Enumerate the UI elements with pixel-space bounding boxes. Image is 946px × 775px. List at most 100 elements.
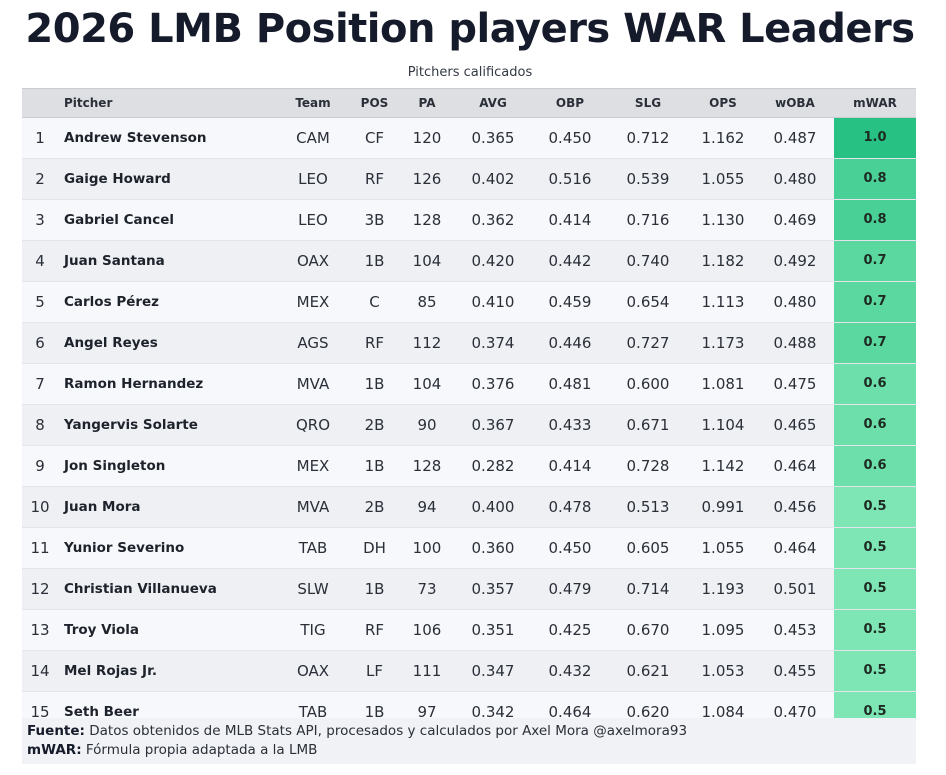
header-slg: SLG bbox=[634, 96, 662, 110]
team-cell: AGS bbox=[297, 334, 329, 352]
position-cell: 2B bbox=[364, 498, 385, 516]
player-name-cell: Mel Rojas Jr. bbox=[64, 663, 157, 679]
slg-cell: 0.621 bbox=[626, 662, 670, 680]
slg-cell: 0.714 bbox=[626, 580, 670, 598]
obp-cell: 0.516 bbox=[548, 170, 592, 188]
team-cell: QRO bbox=[295, 416, 331, 434]
pa-cell: 104 bbox=[412, 375, 442, 393]
pa-cell: 94 bbox=[417, 498, 437, 516]
mwar-cell: 0.6 bbox=[834, 405, 916, 445]
pa-cell: 85 bbox=[417, 293, 437, 311]
woba-cell: 0.464 bbox=[773, 457, 817, 475]
ops-cell: 1.104 bbox=[701, 416, 745, 434]
pa-cell: 126 bbox=[412, 170, 442, 188]
player-name-cell: Carlos Pérez bbox=[64, 294, 160, 310]
pa-cell: 112 bbox=[412, 334, 442, 352]
table-row: 4 Juan Santana OAX 1B 104 0.420 0.442 0.740 1.18… bbox=[22, 241, 916, 282]
mwar-cell: 0.5 bbox=[834, 569, 916, 609]
ops-cell: 1.193 bbox=[701, 580, 745, 598]
position-cell: 1B bbox=[364, 580, 385, 598]
woba-cell: 0.487 bbox=[773, 129, 817, 147]
pa-cell: 73 bbox=[417, 580, 437, 598]
header-team: Team bbox=[295, 96, 331, 110]
position-cell: 1B bbox=[364, 703, 385, 721]
ops-cell: 1.162 bbox=[701, 129, 745, 147]
avg-cell: 0.376 bbox=[471, 375, 515, 393]
table-row: 1 Andrew Stevenson CAM CF 120 0.365 0.450 0.712… bbox=[22, 118, 916, 159]
pa-cell: 97 bbox=[417, 703, 437, 721]
pa-cell: 128 bbox=[412, 457, 442, 475]
rank-cell: 9 bbox=[35, 457, 45, 475]
rank-cell: 4 bbox=[35, 252, 45, 270]
ops-cell: 1.053 bbox=[701, 662, 745, 680]
slg-cell: 0.600 bbox=[626, 375, 670, 393]
position-cell: RF bbox=[364, 334, 385, 352]
ops-cell: 1.113 bbox=[701, 293, 745, 311]
obp-cell: 0.414 bbox=[548, 457, 592, 475]
player-name-cell: Gabriel Cancel bbox=[64, 212, 175, 228]
rank-cell: 10 bbox=[30, 498, 50, 516]
header-mwar: mWAR bbox=[853, 96, 897, 110]
mwar-cell: 0.7 bbox=[834, 323, 916, 363]
woba-cell: 0.456 bbox=[773, 498, 817, 516]
mwar-cell: 0.5 bbox=[834, 610, 916, 650]
mwar-cell: 0.6 bbox=[834, 364, 916, 404]
obp-cell: 0.433 bbox=[548, 416, 592, 434]
table-row: 14 Mel Rojas Jr. OAX LF 111 0.347 0.432 0.621 1.… bbox=[22, 651, 916, 692]
rank-cell: 5 bbox=[35, 293, 45, 311]
woba-cell: 0.475 bbox=[773, 375, 817, 393]
rank-cell: 6 bbox=[35, 334, 45, 352]
header-obp: OBP bbox=[555, 96, 585, 110]
pa-cell: 106 bbox=[412, 621, 442, 639]
position-cell: 1B bbox=[364, 375, 385, 393]
mwar-cell: 0.5 bbox=[834, 487, 916, 527]
avg-cell: 0.367 bbox=[471, 416, 515, 434]
header-ops: OPS bbox=[709, 96, 737, 110]
woba-cell: 0.465 bbox=[773, 416, 817, 434]
mwar-cell: 0.7 bbox=[834, 241, 916, 281]
obp-cell: 0.414 bbox=[548, 211, 592, 229]
mwar-cell: 0.8 bbox=[834, 159, 916, 199]
team-cell: TAB bbox=[298, 703, 328, 721]
obp-cell: 0.481 bbox=[548, 375, 592, 393]
header-pitcher: Pitcher bbox=[64, 96, 113, 110]
table-row: 8 Yangervis Solarte QRO 2B 90 0.367 0.433 0.671… bbox=[22, 405, 916, 446]
woba-cell: 0.469 bbox=[773, 211, 817, 229]
mwar-cell: 0.7 bbox=[834, 282, 916, 322]
rank-cell: 1 bbox=[35, 129, 45, 147]
table-row: 2 Gaige Howard LEO RF 126 0.402 0.516 0.539 1.05… bbox=[22, 159, 916, 200]
player-name-cell: Gaige Howard bbox=[64, 171, 171, 187]
pa-cell: 104 bbox=[412, 252, 442, 270]
ops-cell: 1.142 bbox=[701, 457, 745, 475]
ops-cell: 1.055 bbox=[701, 539, 745, 557]
team-cell: TAB bbox=[298, 539, 328, 557]
slg-cell: 0.670 bbox=[626, 621, 670, 639]
obp-cell: 0.479 bbox=[548, 580, 592, 598]
woba-cell: 0.492 bbox=[773, 252, 817, 270]
table-row: 6 Angel Reyes AGS RF 112 0.374 0.446 0.727 1.173… bbox=[22, 323, 916, 364]
position-cell: CF bbox=[364, 129, 385, 147]
pa-cell: 111 bbox=[412, 662, 442, 680]
player-name-cell: Yangervis Solarte bbox=[64, 417, 198, 433]
mwar-cell: 0.5 bbox=[834, 528, 916, 568]
mwar-cell: 1.0 bbox=[834, 118, 916, 158]
obp-cell: 0.459 bbox=[548, 293, 592, 311]
table-row: 9 Jon Singleton MEX 1B 128 0.282 0.414 0.728 1.1… bbox=[22, 446, 916, 487]
avg-cell: 0.342 bbox=[471, 703, 515, 721]
leaders-table: Pitcher Team POS PA AVG OBP SLG OPS wOBA… bbox=[22, 88, 916, 733]
table-header: Pitcher Team POS PA AVG OBP SLG OPS wOBA… bbox=[22, 88, 916, 118]
player-name-cell: Juan Santana bbox=[64, 253, 165, 269]
team-cell: LEO bbox=[298, 211, 328, 229]
obp-cell: 0.450 bbox=[548, 129, 592, 147]
position-cell: LF bbox=[366, 662, 383, 680]
avg-cell: 0.420 bbox=[471, 252, 515, 270]
obp-cell: 0.464 bbox=[548, 703, 592, 721]
avg-cell: 0.400 bbox=[471, 498, 515, 516]
slg-cell: 0.605 bbox=[626, 539, 670, 557]
woba-cell: 0.453 bbox=[773, 621, 817, 639]
slg-cell: 0.620 bbox=[626, 703, 670, 721]
avg-cell: 0.374 bbox=[471, 334, 515, 352]
avg-cell: 0.365 bbox=[471, 129, 515, 147]
obp-cell: 0.425 bbox=[548, 621, 592, 639]
player-name-cell: Juan Mora bbox=[64, 499, 141, 515]
